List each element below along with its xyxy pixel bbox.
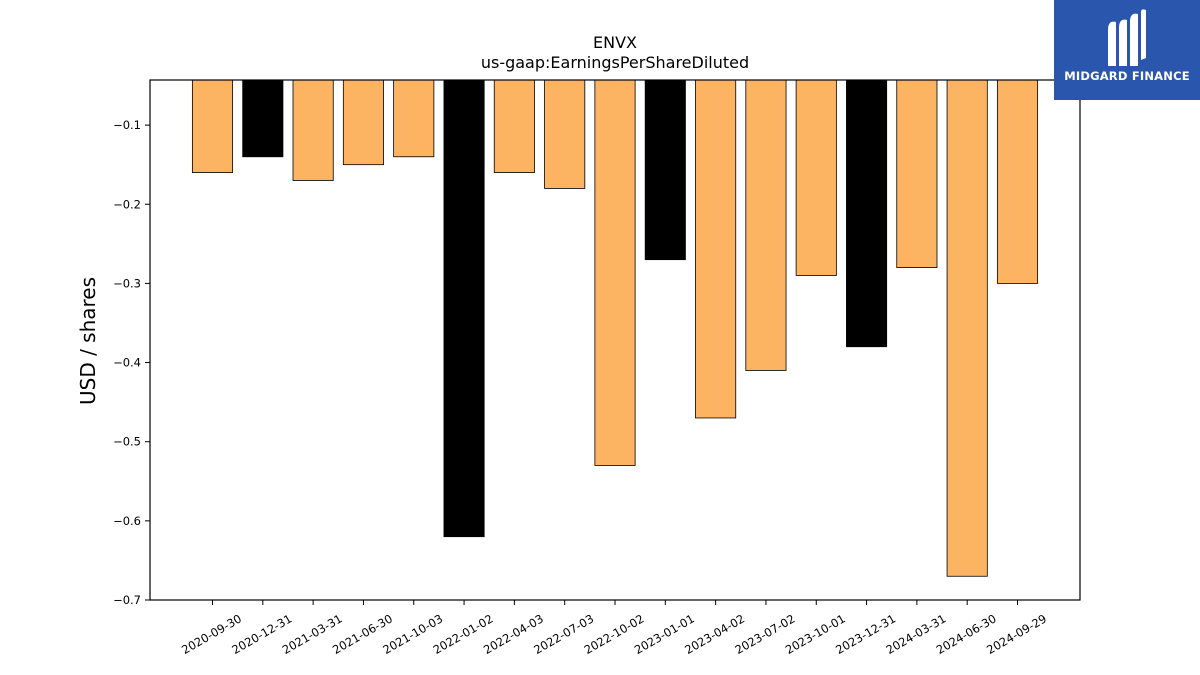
bar-2023-07-02	[745, 79, 787, 371]
bar-2020-12-31	[242, 79, 284, 158]
y-axis-label: USD / shares	[76, 277, 100, 405]
y-tick-label: −0.1	[113, 118, 141, 132]
bar-2024-06-30	[946, 79, 988, 577]
y-tick-label: −0.6	[113, 514, 141, 528]
chart-subtitle: us-gaap:EarningsPerShareDiluted	[481, 53, 749, 72]
bars	[191, 79, 1039, 577]
bar-2021-06-30	[342, 79, 384, 166]
midgard-finance-logo: MIDGARD FINANCE	[1054, 0, 1200, 100]
bar-2024-09-29	[996, 79, 1039, 284]
y-tick-label: −0.4	[113, 356, 141, 370]
bar-2020-09-30	[191, 79, 234, 174]
bar-2022-04-03	[493, 79, 535, 174]
chart-title: ENVX	[593, 33, 637, 52]
y-tick-label: −0.3	[113, 276, 141, 290]
bar-2023-04-02	[695, 79, 737, 419]
logo-mark-icon	[1108, 9, 1146, 66]
bar-2022-01-02	[443, 79, 485, 538]
y-axis-ticks: −0.1 −0.2 −0.3 −0.4 −0.5 −0.6 −0.7	[113, 118, 150, 607]
bar-2022-10-02	[594, 79, 636, 466]
y-tick-label: −0.7	[113, 593, 141, 607]
logo-text: MIDGARD FINANCE	[1064, 69, 1190, 83]
bar-2022-07-03	[544, 79, 586, 189]
y-tick-label: −0.2	[113, 197, 141, 211]
bar-2024-03-31	[896, 79, 938, 268]
bar-2023-12-31	[846, 79, 888, 348]
y-tick-label: −0.5	[113, 435, 141, 449]
bar-2021-10-03	[393, 79, 435, 158]
bar-2021-03-31	[292, 79, 334, 181]
x-axis-ticks: 2020-09-302020-12-312021-03-312021-06-30…	[179, 600, 1049, 657]
bar-2023-01-01	[644, 79, 686, 261]
bar-2023-10-01	[795, 79, 837, 276]
